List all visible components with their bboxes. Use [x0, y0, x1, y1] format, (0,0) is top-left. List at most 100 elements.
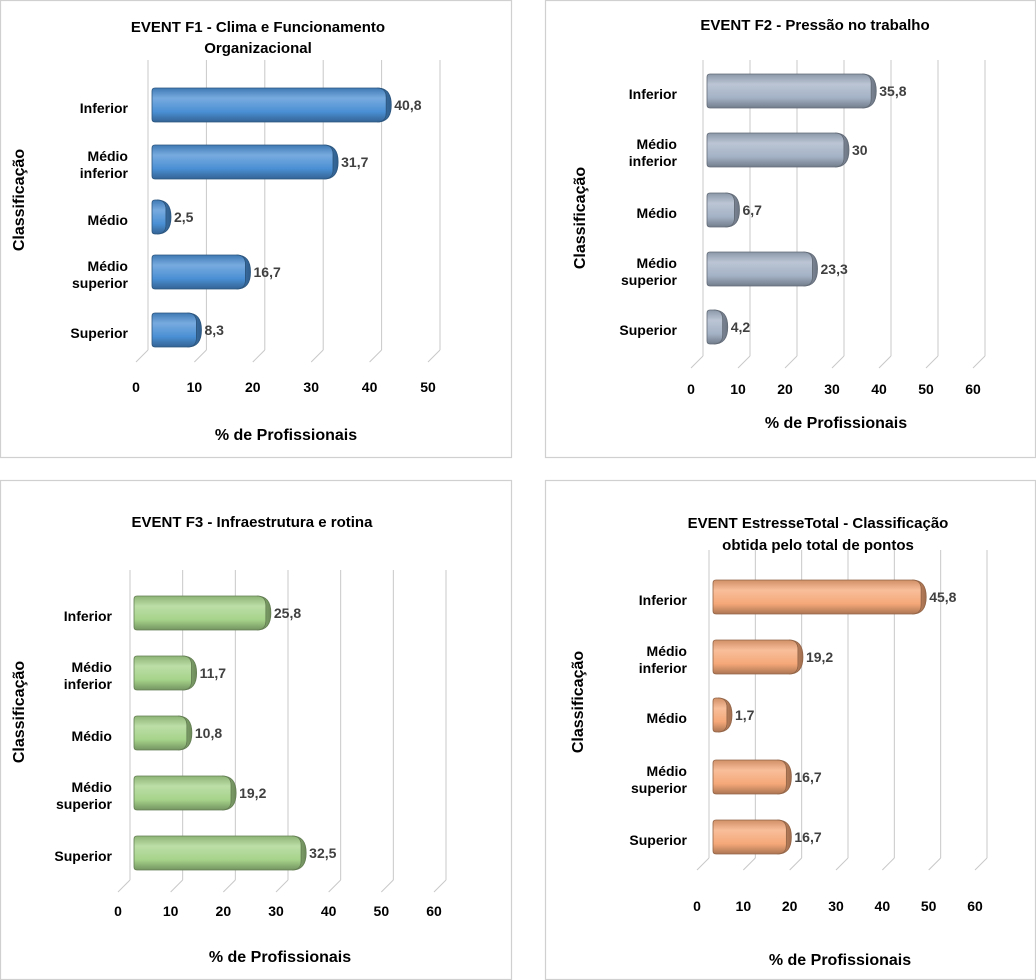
x-tick-label: 40	[321, 903, 337, 919]
category-label: Inferior	[629, 86, 678, 102]
gridline-foot	[690, 355, 704, 369]
data-label: 31,7	[341, 154, 368, 170]
gridline-foot	[369, 349, 382, 363]
gridline-foot	[310, 349, 324, 363]
data-label: 4,2	[731, 319, 751, 335]
bar	[706, 309, 724, 345]
data-label: 23,3	[821, 261, 848, 277]
bar	[133, 715, 188, 751]
bar	[712, 639, 799, 675]
category-label-line: Superior	[70, 325, 128, 341]
gridline-foot	[117, 879, 131, 893]
bar-cap	[725, 192, 740, 228]
data-label: 19,2	[806, 649, 833, 665]
bar	[712, 819, 787, 855]
x-tick-label: 50	[374, 903, 390, 919]
chart-title-line: EVENT F1 - Clima e Funcionamento	[131, 19, 385, 36]
bar-cap	[834, 132, 850, 168]
bar-cap	[324, 144, 339, 180]
chart-panel-estresse-total: 0 10 20 30 40 50 60 45,8 Inferior 19,2 Médio inferi…	[544, 479, 1036, 980]
category-label-line: Médio	[72, 659, 112, 675]
x-tick-label: 60	[965, 381, 981, 397]
chart-panel-f1: 0 10 20 30 40 50 40,8 Inferior 31,7 Médio inferior…	[0, 0, 513, 459]
bar	[133, 595, 267, 631]
x-axis-title: % de Profissionais	[765, 415, 907, 432]
category-label: Médio superior	[631, 763, 688, 796]
x-tick-label: 50	[921, 898, 937, 914]
bar-cap	[788, 639, 804, 675]
category-label: Inferior	[639, 592, 688, 608]
bar-cap	[777, 819, 792, 855]
bar-cap	[292, 835, 307, 871]
category-label: Inferior	[64, 608, 113, 624]
bar-cap	[713, 309, 729, 345]
bar-cap	[182, 655, 198, 691]
gridline-foot	[784, 355, 798, 369]
x-tick-label: 0	[687, 381, 695, 397]
bar	[133, 775, 232, 811]
x-tick-label: 30	[268, 903, 284, 919]
data-label: 8,3	[204, 322, 224, 338]
bar	[712, 697, 728, 733]
x-axis-title: % de Profissionais	[209, 949, 351, 966]
gridline-foot	[831, 355, 845, 369]
gridline-foot	[194, 349, 207, 363]
bar-cap	[187, 312, 202, 348]
data-label: 1,7	[735, 707, 755, 723]
gridline-foot	[275, 879, 289, 893]
x-tick-label: 30	[303, 379, 319, 395]
bar-cap	[177, 715, 193, 751]
gridline-foot	[696, 857, 710, 871]
x-tick-label: 10	[730, 381, 746, 397]
bar	[151, 199, 167, 235]
category-label: Inferior	[80, 100, 129, 116]
category-label: Médio superior	[72, 258, 129, 291]
bar	[712, 759, 787, 795]
bar-cap	[777, 759, 792, 795]
bar	[133, 655, 193, 691]
category-label: Médio inferior	[80, 148, 129, 181]
x-axis-title: % de Profissionais	[769, 952, 911, 969]
bar-cap	[862, 73, 877, 109]
category-label-line: Médio	[88, 148, 128, 164]
bar	[151, 87, 387, 123]
data-label: 11,7	[200, 665, 227, 681]
chart-title-line: Organizacional	[204, 40, 312, 57]
chart-panel-f3: 0 10 20 30 40 50 60 25,8 Inferior 11,7 Médio inferi…	[0, 479, 513, 980]
category-label-line: Médio	[647, 763, 687, 779]
category-label: Médio superior	[56, 779, 113, 812]
chart-title: EVENT F2 - Pressão no trabalho	[700, 17, 929, 34]
y-axis-title: Classificação	[11, 149, 28, 252]
x-tick-label: 0	[132, 379, 140, 395]
category-label-line: Médio	[88, 258, 128, 274]
gridline-foot	[972, 355, 986, 369]
gridline-foot	[427, 349, 441, 363]
x-tick-label: 10	[163, 903, 179, 919]
category-label: Médio inferior	[639, 643, 688, 676]
category-label-line: Médio	[647, 710, 687, 726]
gridline-foot	[835, 857, 849, 871]
category-label-line: Médio	[72, 779, 112, 795]
category-label-line: Inferior	[80, 100, 129, 116]
category-label-line: superior	[56, 796, 113, 812]
category-label-line: Superior	[629, 832, 687, 848]
gridline-foot	[252, 349, 266, 363]
category-label-line: inferior	[639, 660, 688, 676]
x-tick-label: 50	[918, 381, 934, 397]
data-label: 19,2	[239, 785, 266, 801]
data-label: 2,5	[174, 209, 194, 225]
bar	[151, 312, 197, 348]
gridline-foot	[135, 349, 149, 363]
x-tick-label: 20	[777, 381, 793, 397]
x-tick-label: 20	[782, 898, 798, 914]
chart-title-line: obtida pelo total de pontos	[722, 537, 914, 554]
bar	[151, 144, 334, 180]
category-label: Médio	[88, 212, 128, 228]
gridline-foot	[380, 879, 394, 893]
data-label: 25,8	[274, 605, 301, 621]
gridline-foot	[928, 857, 942, 871]
data-label: 10,8	[195, 725, 222, 741]
